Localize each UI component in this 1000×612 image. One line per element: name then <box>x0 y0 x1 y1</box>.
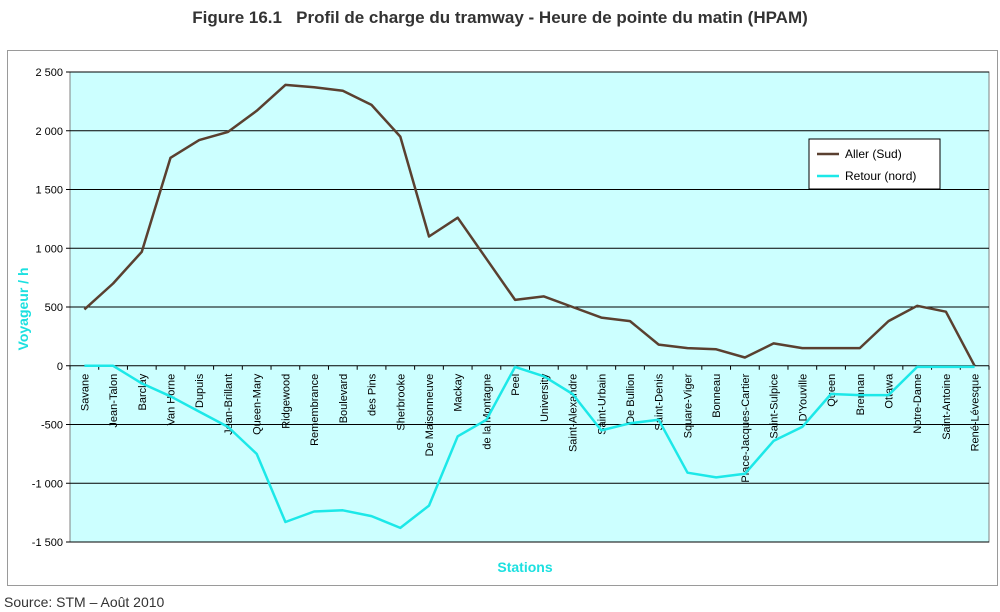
x-tick-label: Savane <box>79 374 91 411</box>
x-tick-label: de la Montagne <box>481 374 493 450</box>
x-tick-label: Van Horne <box>166 374 178 426</box>
x-tick-label: Boulevard <box>338 374 350 424</box>
x-tick-label: Ottawa <box>883 373 895 409</box>
y-tick-label: 0 <box>57 361 63 373</box>
x-tick-label: Saint-Sulpice <box>769 374 781 439</box>
x-tick-label: Jean-Talon <box>108 374 120 428</box>
y-tick-label: 1 500 <box>35 185 63 197</box>
x-tick-label: Peel <box>510 374 522 396</box>
series-line-retour <box>84 364 975 530</box>
x-tick-label: Saint-Alexandre <box>568 374 580 452</box>
x-tick-label: Saint-Antoine <box>941 374 953 440</box>
legend-label: Retour (nord) <box>845 169 916 183</box>
y-tick-label: 1 000 <box>35 243 63 255</box>
x-tick-label: Place-Jacques-Cartier <box>740 373 752 482</box>
x-tick-label: Bonneau <box>711 374 723 418</box>
y-tick-label: 2 500 <box>35 67 63 79</box>
y-tick-label: 2 000 <box>35 126 63 138</box>
source-note: Source: STM – Août 2010 <box>4 594 165 610</box>
series-line-aller <box>83 83 976 367</box>
chart-frame: 2 500 2 000 1 500 1 000 500 0 -500 -1 000 -1 500… <box>7 50 998 586</box>
chart: 2 500 2 000 1 500 1 000 500 0 -500 -1 000 -1 500… <box>15 67 990 575</box>
x-tick-label: des Pins <box>367 373 379 416</box>
x-tick-label: De Maisonneuve <box>424 374 436 457</box>
x-tick-label: Queen <box>826 374 838 407</box>
x-tick-label: Notre-Dame <box>912 374 924 434</box>
y-tick-label: 500 <box>45 302 63 314</box>
x-tick-label: René-Lévesque <box>970 374 982 452</box>
x-tick-label: Saint-Denis <box>654 373 666 430</box>
x-axis-title: Stations <box>497 559 552 575</box>
figure-title: Figure 16.1 Profil de charge du tramway … <box>192 8 808 27</box>
y-tick-label: -1 500 <box>32 537 63 549</box>
x-tick-label: Dupuis <box>194 373 206 408</box>
x-tick-label: De Bullion <box>625 374 637 424</box>
x-tick-label: Square-Viger <box>682 373 694 438</box>
x-tick-label: Sherbrooke <box>395 374 407 431</box>
x-tick-label: Saint-Urbain <box>596 374 608 435</box>
y-tick-label: -1 000 <box>32 478 63 490</box>
x-tick-label: Mackay <box>453 373 465 411</box>
x-tick-label: University <box>539 373 551 422</box>
x-tick-label: Barclay <box>137 373 149 410</box>
y-tick-label: -500 <box>41 420 63 432</box>
x-tick-label: Queen-Mary <box>252 373 264 435</box>
legend-label: Aller (Sud) <box>845 147 902 161</box>
x-tick-label: D'Youville <box>797 374 809 422</box>
x-tick-label: Remembrance <box>309 374 321 446</box>
legend <box>808 138 941 190</box>
y-axis-title: Voyageur / h <box>15 268 31 351</box>
x-tick-label: Jean-Brillant <box>223 374 235 435</box>
x-tick-label: Ridgewood <box>280 374 292 429</box>
